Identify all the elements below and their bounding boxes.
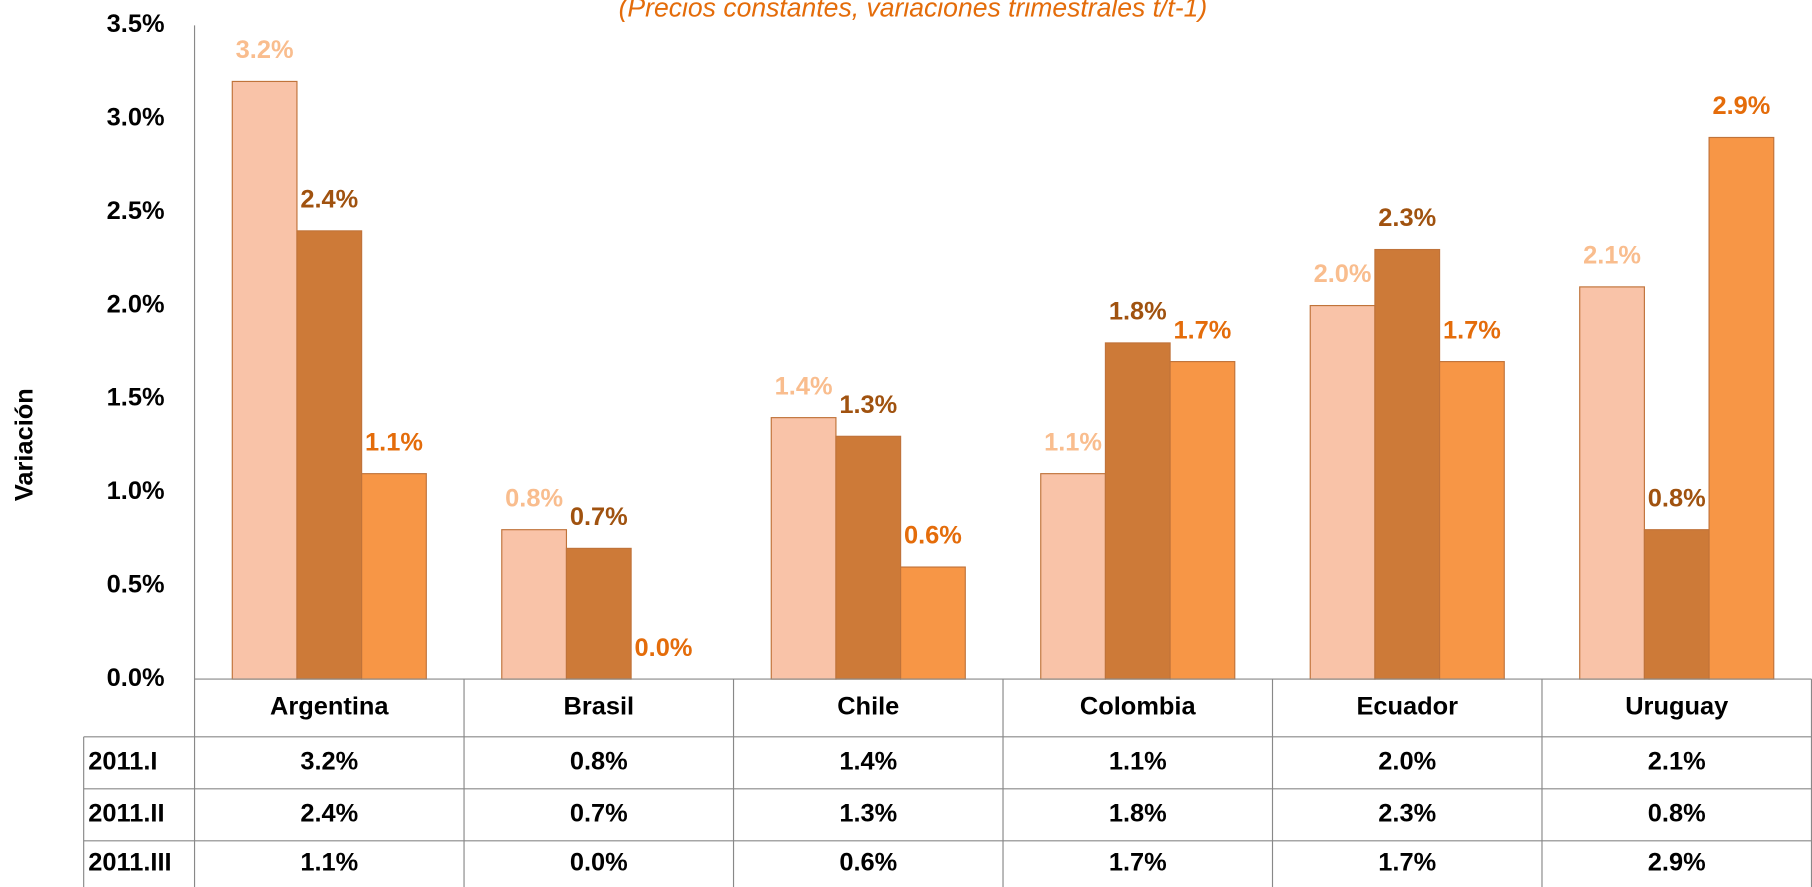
table-row-label: 2011.III xyxy=(88,849,171,877)
y-axis-label: Variación xyxy=(11,388,39,501)
table-cell: 0.8% xyxy=(1648,800,1706,828)
bar xyxy=(835,435,902,680)
data-label: 1.4% xyxy=(775,372,833,400)
table-cell: 0.6% xyxy=(839,849,897,877)
table-cell: 0.7% xyxy=(570,800,628,828)
bar xyxy=(231,80,298,680)
data-label: 0.0% xyxy=(635,634,693,662)
data-label: 2.4% xyxy=(300,186,358,214)
table-cell: 2.4% xyxy=(300,800,358,828)
data-label: 1.1% xyxy=(1044,428,1102,456)
y-tick-label: 1.0% xyxy=(107,477,165,505)
y-tick-label: 0.0% xyxy=(107,664,165,692)
y-tick-label: 1.5% xyxy=(107,384,165,412)
bar xyxy=(1708,136,1775,680)
data-label: 1.8% xyxy=(1109,298,1167,326)
table-cell: 3.2% xyxy=(300,748,358,776)
table-cell: 1.8% xyxy=(1109,800,1167,828)
data-label: 1.3% xyxy=(839,391,897,419)
x-tick-label: Colombia xyxy=(1080,693,1197,721)
table-row-label: 2011.I xyxy=(88,748,157,776)
data-label: 0.8% xyxy=(505,484,563,512)
bar xyxy=(1579,286,1645,680)
data-label: 1.7% xyxy=(1443,316,1501,344)
table-row-label: 2011.II xyxy=(88,800,164,828)
bar xyxy=(501,529,568,680)
bar xyxy=(900,566,966,680)
x-tick-label: Brasil xyxy=(563,693,634,721)
y-tick-label: 0.5% xyxy=(107,570,165,598)
x-tick-label: Argentina xyxy=(270,693,389,721)
bar xyxy=(1169,361,1236,680)
data-label: 0.7% xyxy=(570,503,628,531)
table-cell: 1.7% xyxy=(1378,849,1436,877)
bar xyxy=(1439,361,1505,680)
bar xyxy=(1104,342,1171,680)
y-tick-label: 2.5% xyxy=(107,197,165,225)
table-cell: 2.0% xyxy=(1378,748,1436,776)
data-label: 2.1% xyxy=(1583,242,1641,270)
table-cell: 1.7% xyxy=(1109,849,1167,877)
bar xyxy=(1643,529,1710,680)
bar xyxy=(1040,473,1106,680)
data-label: 2.3% xyxy=(1378,204,1436,232)
table-cell: 1.1% xyxy=(1109,748,1167,776)
table-cell: 0.8% xyxy=(570,748,628,776)
data-label: 1.7% xyxy=(1173,316,1231,344)
data-label: 3.2% xyxy=(236,36,294,64)
table-cell: 0.0% xyxy=(570,849,628,877)
data-label: 2.9% xyxy=(1712,92,1770,120)
bar xyxy=(770,417,837,680)
data-label: 0.6% xyxy=(904,522,962,550)
y-tick-label: 2.0% xyxy=(107,290,165,318)
x-tick-label: Chile xyxy=(837,693,899,721)
table-cell: 2.3% xyxy=(1378,800,1436,828)
table-cell: 1.3% xyxy=(839,800,897,828)
y-tick-label: 3.0% xyxy=(107,103,165,131)
bar xyxy=(296,230,363,680)
data-label: 2.0% xyxy=(1314,260,1372,288)
bar xyxy=(1374,248,1441,680)
x-tick-label: Ecuador xyxy=(1356,693,1458,721)
table-cell: 2.1% xyxy=(1648,748,1706,776)
bar xyxy=(565,547,632,680)
bar xyxy=(361,473,427,680)
data-label: 0.8% xyxy=(1648,484,1706,512)
x-tick-label: Uruguay xyxy=(1625,693,1728,721)
data-label: 1.1% xyxy=(365,428,423,456)
table-cell: 1.1% xyxy=(300,849,358,877)
chart-subtitle: (Precios constantes, variaciones trimest… xyxy=(619,0,1208,22)
table-cell: 2.9% xyxy=(1648,849,1706,877)
bar xyxy=(1309,304,1376,680)
table-cell: 1.4% xyxy=(839,748,897,776)
y-tick-label: 3.5% xyxy=(107,10,165,38)
